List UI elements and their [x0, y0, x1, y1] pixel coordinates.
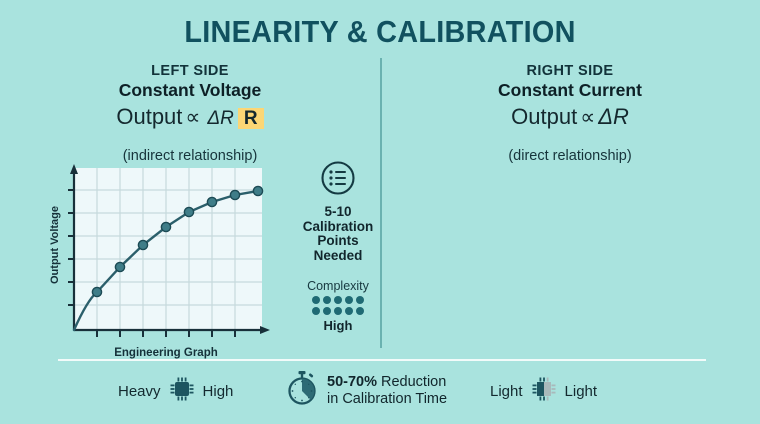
bottom-middle-line2: in Calibration Time [327, 390, 448, 407]
panel-left-side-info: 5-10 Calibration Points Needed Complexit… [288, 160, 388, 333]
panel-right-mode: Constant Current [498, 80, 642, 100]
panel-right-side-label: RIGHT SIDE [526, 63, 614, 79]
bottom-right-pre: Light [490, 383, 523, 400]
stopwatch-icon [285, 370, 319, 411]
panel-left-formula: Output ∝ ΔR R [0, 104, 380, 131]
panel-left-complexity-level: High [323, 318, 353, 333]
bottom-divider [58, 359, 706, 361]
panel-left-mode: Constant Voltage [118, 80, 262, 100]
bottom-middle-item: 50-70% Reduction in Calibration Time [285, 370, 447, 411]
bottom-middle-text: 50-70% Reduction in Calibration Time [327, 374, 447, 408]
formula-fraction: ΔR R [203, 104, 264, 130]
formula-operator: ∝ [185, 106, 201, 129]
left-graph-ylabel: Output Voltage [49, 206, 61, 285]
panel-left-complexity-dots [288, 296, 388, 315]
formula-operator: ∝ [580, 106, 596, 129]
panel-left-complexity-label: Complexity [307, 279, 369, 293]
left-graph-points [91, 185, 264, 298]
panel-right: RIGHT SIDE Constant Current Output ∝ ΔR (d… [380, 58, 760, 358]
chip-icon-half [531, 376, 557, 407]
panel-right-formula: Output ∝ ΔR [380, 104, 760, 130]
formula-lhs: Output [116, 104, 183, 129]
bottom-middle-bold: 50-70% [327, 373, 377, 390]
panel-divider [380, 58, 382, 348]
bottom-middle-rest: Reduction [376, 373, 447, 390]
bottom-left-post: High [202, 383, 234, 400]
page-title: LINEARITY & CALIBRATION [184, 14, 576, 49]
panel-left-side-label: LEFT SIDE [151, 63, 229, 79]
panel-left-headline: 5-10 Calibration Points Needed [302, 204, 374, 263]
formula-lhs: Output [511, 104, 578, 129]
left-graph-xlabel: Engineering Graph [114, 347, 218, 359]
bottom-right-post: Light [564, 383, 598, 400]
formula-numerator: ΔR [207, 108, 234, 130]
panel-right-relationship: (direct relationship) [508, 148, 632, 164]
chip-icon-full [169, 376, 195, 407]
formula-denominator: R [237, 108, 264, 130]
formula-rhs: ΔR [598, 104, 629, 129]
bottom-summary-bar: Heavy High [0, 366, 760, 424]
panel-left: LEFT SIDE Constant Voltage Output ∝ ΔR R (i… [0, 58, 380, 359]
bottom-left-item: Heavy High [118, 376, 233, 407]
panel-left-graph: Output Voltage [49, 162, 272, 359]
left-graph-svg [68, 164, 270, 337]
bottom-right-item: Light Light [490, 376, 597, 407]
panel-left-relationship: (indirect relationship) [122, 148, 258, 164]
list-circle-icon [288, 160, 388, 201]
bottom-left-pre: Heavy [118, 383, 161, 400]
